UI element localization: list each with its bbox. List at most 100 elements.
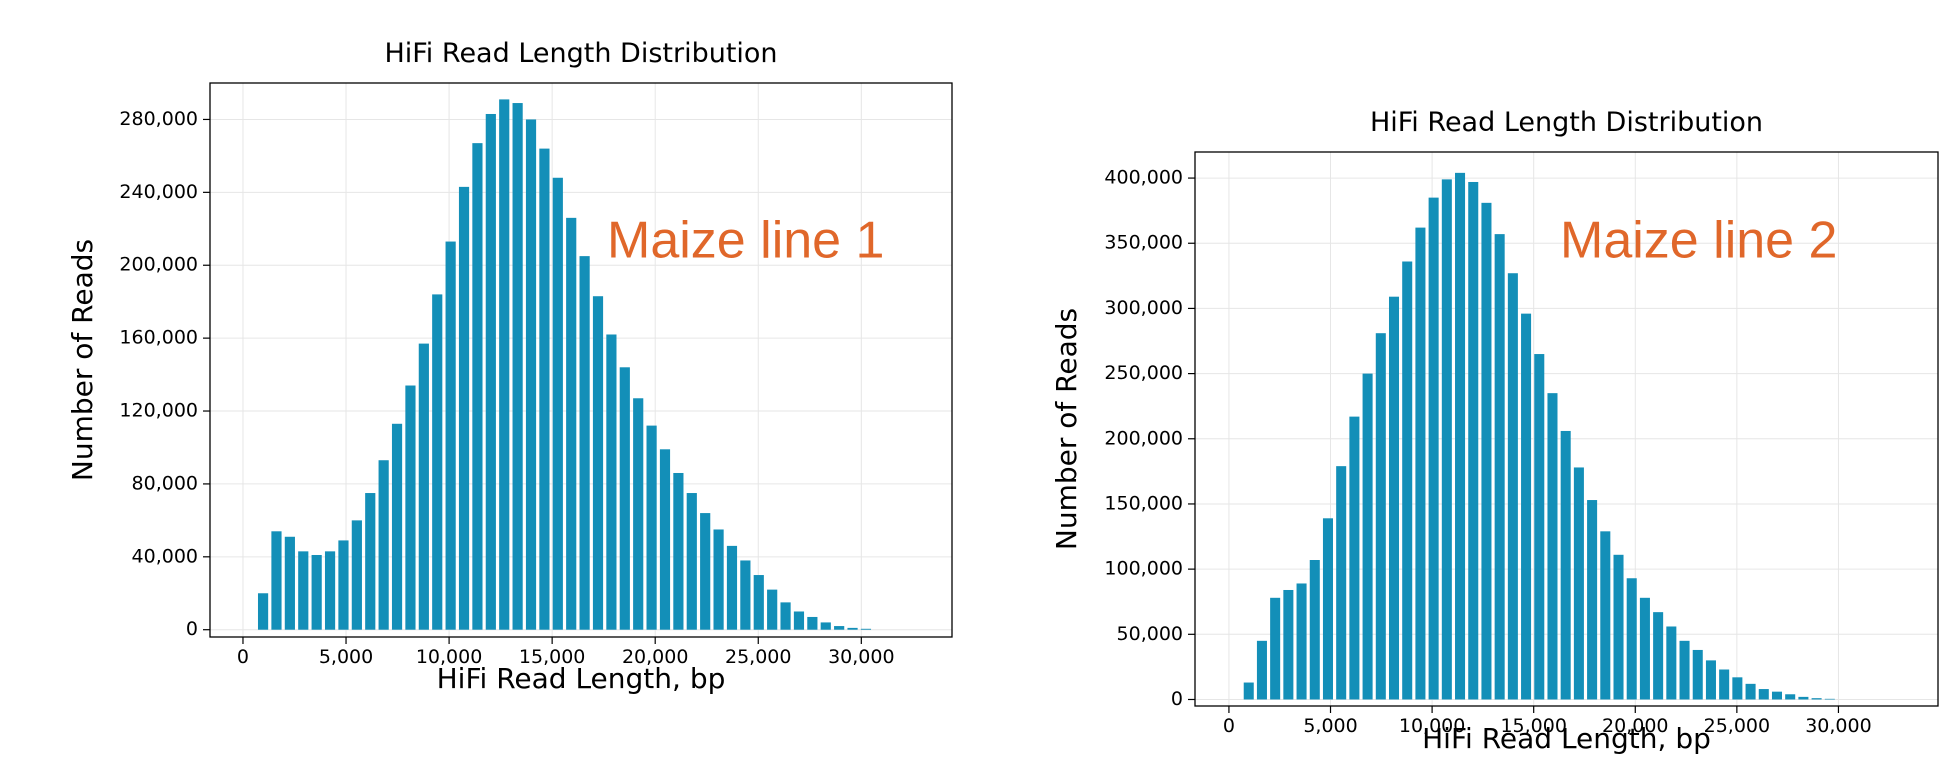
bar <box>686 493 697 630</box>
bar <box>472 143 483 630</box>
plot-frame <box>1194 151 1939 707</box>
bar <box>659 449 671 630</box>
annotation: Maize line 2 <box>1560 212 1837 270</box>
plot-frame <box>209 82 953 638</box>
annotation: Maize line 1 <box>607 212 884 270</box>
x-tick-label: 15,000 <box>519 646 585 668</box>
bar <box>539 148 550 630</box>
bar <box>1547 393 1558 700</box>
bar <box>525 119 537 630</box>
y-tick-label: 100,000 <box>1104 558 1183 580</box>
bar <box>767 589 778 630</box>
bar <box>1415 227 1426 700</box>
bar <box>1322 518 1333 700</box>
y-tick-label: 0 <box>1171 688 1183 710</box>
bar <box>1349 416 1360 700</box>
x-tick-label: 30,000 <box>1805 715 1871 737</box>
bar <box>700 513 711 630</box>
bar <box>1336 466 1347 700</box>
bar <box>592 296 604 630</box>
y-tick-label: 240,000 <box>119 181 198 203</box>
y-tick-label: 150,000 <box>1104 492 1183 514</box>
bar <box>445 241 456 630</box>
x-tick-label: 10,000 <box>416 646 482 668</box>
bar <box>351 520 362 630</box>
y-tick-label: 160,000 <box>119 327 198 349</box>
bar <box>391 423 403 630</box>
bar <box>646 425 657 630</box>
x-tick-label: 25,000 <box>1704 715 1770 737</box>
x-axis-label: HiFi Read Length, bp <box>437 662 726 695</box>
bar <box>753 575 764 630</box>
x-tick-label: 0 <box>237 646 249 668</box>
bar <box>1402 261 1413 700</box>
bar <box>1283 589 1294 700</box>
bar <box>633 398 644 630</box>
bar <box>552 177 563 630</box>
bar <box>271 531 282 630</box>
x-tick-label: 20,000 <box>1602 715 1668 737</box>
bar <box>1613 554 1624 700</box>
bar <box>740 560 751 630</box>
bar <box>606 334 617 630</box>
x-tick-label: 10,000 <box>1399 715 1465 737</box>
x-tick-label: 20,000 <box>622 646 688 668</box>
bar <box>499 99 510 630</box>
y-tick-label: 80,000 <box>132 472 198 494</box>
bar <box>1745 683 1756 700</box>
bar <box>1653 612 1664 700</box>
bar <box>1785 694 1796 700</box>
bar <box>1705 660 1716 700</box>
bar <box>1481 202 1492 700</box>
bar <box>1719 669 1730 700</box>
x-axis-label: HiFi Read Length, bp <box>1422 722 1711 755</box>
bar <box>298 551 309 630</box>
y-tick-label: 400,000 <box>1104 167 1183 189</box>
bar <box>820 622 831 630</box>
x-tick-label: 30,000 <box>828 646 894 668</box>
bar <box>1560 430 1571 700</box>
bar <box>619 367 630 630</box>
bar <box>458 186 470 630</box>
x-tick-label: 0 <box>1223 715 1235 737</box>
bar <box>1758 689 1769 700</box>
y-tick-label: 350,000 <box>1104 232 1183 254</box>
bar <box>1455 172 1466 700</box>
bar <box>1468 181 1479 700</box>
bar <box>1639 597 1650 700</box>
bar <box>1798 696 1809 700</box>
bar <box>257 593 269 630</box>
bar <box>284 536 295 630</box>
bar <box>847 627 858 630</box>
bar <box>579 256 590 630</box>
x-tick-label: 5,000 <box>1303 715 1357 737</box>
bar <box>338 540 349 630</box>
chart-title: HiFi Read Length Distribution <box>1370 107 1763 138</box>
bar <box>1362 373 1373 700</box>
bar <box>1375 333 1386 700</box>
y-tick-label: 200,000 <box>119 254 198 276</box>
bar <box>1521 313 1532 700</box>
bar <box>1679 640 1690 700</box>
bar <box>1771 691 1783 700</box>
bar <box>512 103 523 630</box>
bar <box>1824 698 1835 700</box>
y-tick-label: 200,000 <box>1104 427 1183 449</box>
bar <box>1270 597 1281 700</box>
y-tick-label: 40,000 <box>132 545 198 567</box>
bar <box>1587 500 1598 700</box>
chart-title: HiFi Read Length Distribution <box>384 38 777 69</box>
x-tick-label: 5,000 <box>319 646 373 668</box>
bar <box>726 545 738 630</box>
bar <box>1626 578 1637 700</box>
bar <box>1507 273 1518 700</box>
bar <box>432 294 443 630</box>
bar <box>807 616 818 630</box>
bar <box>673 472 684 630</box>
bar <box>1243 682 1254 700</box>
bar <box>793 611 805 630</box>
y-tick-label: 0 <box>186 618 198 640</box>
bar <box>1441 179 1452 700</box>
y-tick-label: 300,000 <box>1104 297 1183 319</box>
